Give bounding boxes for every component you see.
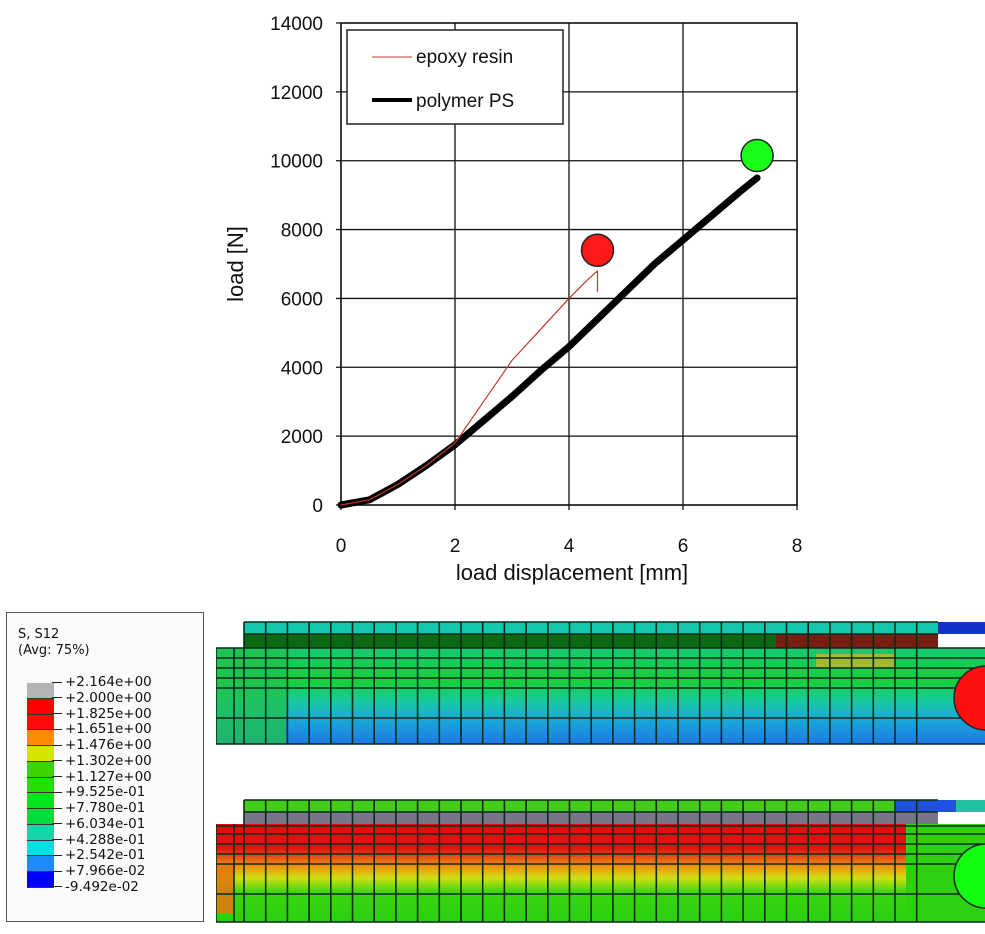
contour-swatch: [27, 872, 54, 888]
y-tick-label: 6000: [281, 289, 323, 310]
contour-level-label: +2.542e-01: [55, 847, 152, 864]
contour-level-label: +7.780e-01: [55, 800, 152, 817]
contour-legend: S, S12 (Avg: 75%) +2.164e+00 +2.000e+00 +1…: [6, 612, 204, 922]
contour-level-labels: +2.164e+00 +2.000e+00 +1.825e+00 +1.651e+00…: [55, 674, 152, 896]
contour-level-label: +1.127e+00: [55, 769, 152, 786]
contour-level-label: +1.651e+00: [55, 721, 152, 738]
contour-swatch: [27, 683, 54, 699]
y-tick-label: 8000: [281, 221, 323, 242]
cover-plate: [244, 800, 985, 812]
load-displacement-chart: 0 2 4 6 8 0 2000 4000 6000 8000 10000 12000 14000 ep…: [223, 14, 802, 585]
contour-color-bar: [27, 683, 54, 888]
chart-series: [337, 174, 761, 509]
polymer-failure-marker: [740, 138, 774, 173]
series-epoxy-resin: [340, 270, 599, 506]
epoxy-failure-marker: [580, 233, 615, 267]
contour-swatch: [27, 840, 54, 857]
failure-markers: [580, 138, 774, 267]
contour-swatch: [27, 824, 54, 841]
y-tick-label: 0: [312, 496, 323, 517]
y-tick-label: 14000: [270, 14, 323, 35]
legend-label-polymer: polymer PS: [416, 91, 514, 112]
contour-swatch: [27, 714, 54, 731]
x-tick-label: 4: [564, 536, 575, 557]
fe-model-polymer-ps: [216, 799, 985, 923]
y-tick-label: 2000: [281, 427, 323, 448]
chart-axes: 0 2 4 6 8 0 2000 4000 6000 8000 10000 12000 14000: [270, 14, 802, 557]
contour-level-label: +1.825e+00: [55, 706, 152, 723]
contour-level-label: +1.476e+00: [55, 737, 152, 754]
contour-swatch: [27, 809, 54, 825]
series-polymer-ps: [337, 174, 761, 509]
contour-swatch: [27, 698, 54, 715]
contour-level-label: +4.288e-01: [55, 832, 152, 849]
contour-level-label: -9.492e-02: [55, 879, 152, 896]
x-axis-title: load displacement [mm]: [456, 560, 688, 585]
fe-mesh: [216, 621, 985, 745]
contour-level-label: +6.034e-01: [55, 816, 152, 833]
y-tick-label: 12000: [270, 83, 323, 104]
y-tick-label: 10000: [270, 152, 323, 173]
contour-level-label: +1.302e+00: [55, 753, 152, 770]
cover-plate: [244, 622, 985, 634]
legend-label-epoxy: epoxy resin: [416, 47, 513, 68]
contour-swatch: [27, 777, 54, 794]
indenter-circle: [953, 665, 985, 731]
contour-averaging: (Avg: 75%): [18, 643, 90, 658]
x-tick-label: 8: [792, 536, 803, 557]
indenter-circle: [953, 843, 985, 909]
x-tick-label: 6: [678, 536, 689, 557]
contour-swatch: [27, 730, 54, 746]
fe-mesh: [216, 799, 985, 923]
contour-legend-title: S, S12 (Avg: 75%): [18, 627, 90, 659]
x-tick-label: 0: [336, 536, 347, 557]
substrate-block: [216, 824, 985, 922]
contour-level-label: +2.000e+00: [55, 690, 152, 707]
contour-level-label: +9.525e-01: [55, 784, 152, 801]
contour-swatch: [27, 856, 54, 872]
contour-swatch: [27, 746, 54, 762]
chart-legend: epoxy resin polymer PS: [346, 29, 564, 125]
y-axis-title: load [N]: [223, 226, 248, 302]
contour-level-label: +7.966e-02: [55, 863, 152, 880]
fe-model-epoxy-resin: [216, 621, 985, 745]
contour-level-label: +2.164e+00: [55, 674, 152, 691]
contour-swatch: [27, 793, 54, 809]
contour-variable: S, S12: [18, 627, 60, 642]
y-tick-label: 4000: [281, 358, 323, 379]
contour-swatch: [27, 761, 54, 778]
x-tick-label: 2: [450, 536, 461, 557]
